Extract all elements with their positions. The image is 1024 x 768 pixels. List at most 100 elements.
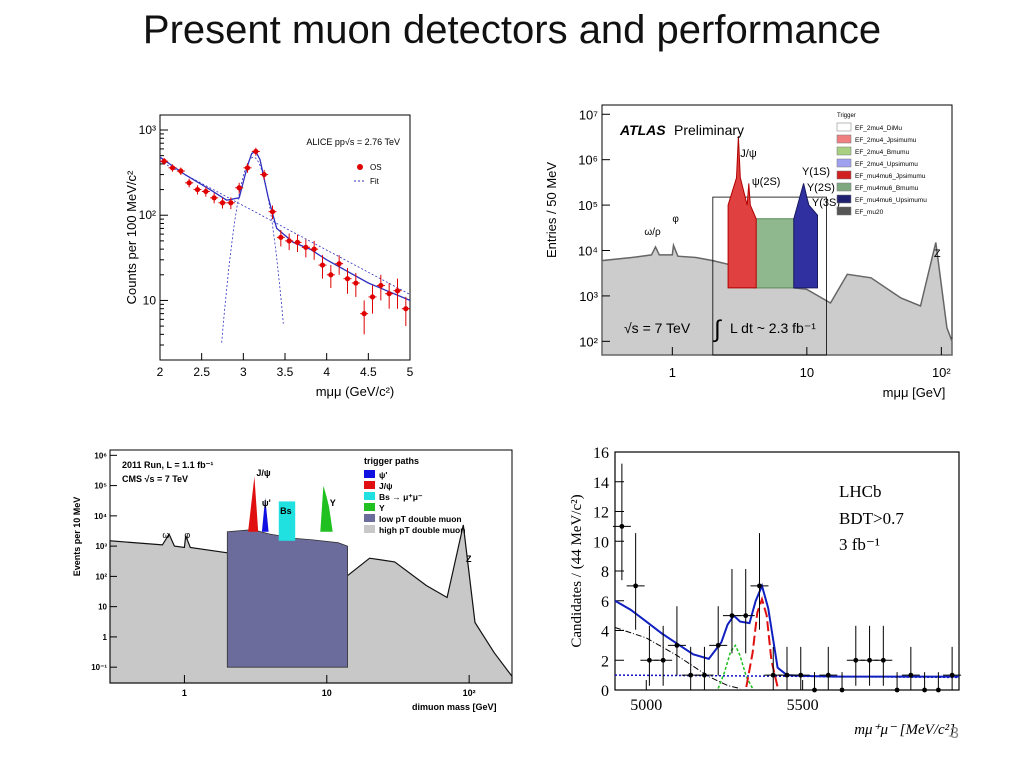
- cms-ytick-label: 1: [103, 633, 108, 642]
- atlas-legend-swatch: [836, 122, 852, 132]
- lhcb-ytick-label: 10: [593, 534, 609, 551]
- atlas-ann-jpsi: J/ψ: [740, 148, 757, 160]
- atlas-xtick-label: 10²: [932, 365, 951, 380]
- atlas-ann-energy: √s = 7 TeV: [624, 320, 691, 336]
- atlas-legend-swatch: [836, 146, 852, 156]
- lhcb-title: LHCb: [839, 482, 882, 501]
- lhcb-ytick-label: 0: [601, 683, 609, 700]
- alice-point: [328, 272, 334, 278]
- cms-lowpt-area: [226, 529, 349, 668]
- alice-point: [353, 280, 359, 286]
- cms-psiprime-area: [261, 497, 269, 532]
- alice-point: [244, 165, 251, 171]
- lhcb-point: [798, 672, 804, 678]
- atlas-ann-u1s: Υ(1S): [802, 166, 830, 178]
- alice-xtick-label: 5: [407, 365, 414, 379]
- cms-ytick-label: 10²: [95, 572, 107, 581]
- alice-point: [211, 195, 217, 201]
- atlas-xtick-label: 10: [800, 365, 814, 380]
- atlas-ann-omega: ω/ρ: [644, 227, 661, 238]
- lhcb-ann-lumi: 3 fb⁻¹: [839, 535, 880, 554]
- alice-xtick-label: 2.5: [193, 365, 210, 379]
- cms-xtick-label: 1: [182, 688, 187, 698]
- alice-legend-os-marker: [357, 164, 363, 170]
- alice-point: [286, 238, 292, 244]
- atlas-ann-z: Z: [934, 248, 941, 260]
- cms-xtick-label: 10: [322, 688, 332, 698]
- lhcb-point: [825, 672, 831, 678]
- lhcb-point: [935, 687, 941, 693]
- atlas-legend-label: EF_2mu4_DiMu: [855, 125, 902, 132]
- cms-legend-label: high pT double muon: [379, 525, 465, 535]
- lhcb-point: [922, 687, 927, 693]
- lhcb-point: [633, 583, 639, 589]
- lhcb-point: [715, 642, 721, 648]
- lhcb-point: [867, 657, 872, 663]
- cms-ytick-label: 10⁶: [94, 451, 107, 460]
- cms-bs-area: [278, 501, 296, 541]
- cms-ann-z: Z: [466, 554, 472, 564]
- lhcb-xtick-label: 5000: [630, 697, 662, 714]
- lhcb-point: [894, 687, 900, 693]
- atlas-ann-u2s: Υ(2S): [807, 182, 835, 194]
- alice-point: [253, 148, 259, 155]
- slide-title: Present muon detectors and performance: [142, 8, 882, 52]
- cms-ytick-label: 10⁵: [94, 482, 107, 491]
- cms-ytick-label: 10³: [95, 542, 107, 551]
- cms-ann-phi: φ: [184, 530, 190, 540]
- cms-plot: 1 10 10² 10⁻¹ 1 10 10² 10³ 10⁴ 10⁵ 10⁶ dimuon mass …: [72, 449, 513, 712]
- lhcb-ytick-label: 8: [601, 564, 609, 581]
- atlas-ylabel: Entries / 50 MeV: [544, 162, 559, 258]
- cms-xtick-label: 10²: [463, 688, 476, 698]
- lhcb-point: [880, 657, 886, 663]
- cms-jpsi-area: [248, 476, 259, 532]
- alice-point: [161, 158, 167, 164]
- atlas-ann-lumi: L dt ~ 2.3 fb⁻¹: [730, 320, 816, 336]
- atlas-legend-label: EF_mu4mu6_Jpsimumu: [855, 173, 926, 180]
- alice-point: [194, 186, 201, 193]
- cms-legend-swatch: [364, 470, 375, 478]
- alice-fit-line: [159, 150, 411, 301]
- lhcb-point: [812, 687, 817, 693]
- alice-legend-os-label: OS: [370, 163, 382, 172]
- alice-point: [169, 165, 176, 171]
- alice-fit-jpsi: [221, 156, 284, 343]
- atlas-title: ATLAS: [619, 122, 666, 138]
- cms-ytick-label: 10⁻¹: [91, 663, 107, 672]
- cms-title: 2011 Run, L = 1.1 fb⁻¹: [122, 460, 213, 470]
- atlas-legend-swatch: [836, 134, 852, 144]
- atlas-ytick-label: 10²: [579, 334, 598, 349]
- lhcb-point: [757, 583, 762, 589]
- atlas-ann-phi: φ: [672, 214, 679, 225]
- atlas-legend-swatch: [836, 182, 852, 192]
- lhcb-plot: 0 2 4 6 8 10 12 14 16 5000 5500 mμ⁺μ⁻ [MeV/c²] Candi…: [569, 445, 962, 738]
- atlas-legend-label: EF_mu4mu6_Bmumu: [855, 185, 919, 192]
- alice-ytick-label: 10³: [139, 123, 156, 137]
- lhcb-point: [743, 613, 749, 619]
- cms-ytick-label: 10: [98, 603, 107, 612]
- atlas-ann-psi2s: ψ(2S): [752, 176, 781, 188]
- cms-legend-swatch: [364, 514, 375, 522]
- alice-point: [369, 294, 376, 300]
- atlas-plot: 1 10 10² 10² 10³ 10⁴ 10⁵ 10⁶ 10⁷ mμμ [GeV] Entries…: [544, 104, 953, 400]
- lhcb-bs-signal: [745, 596, 779, 688]
- lhcb-point: [908, 672, 914, 678]
- cms-legend-swatch: [364, 481, 375, 489]
- atlas-xlabel: mμμ [GeV]: [883, 385, 946, 400]
- alice-frame: [159, 114, 411, 361]
- alice-point: [319, 262, 326, 268]
- cms-legend-label: J/ψ: [379, 481, 393, 491]
- alice-point: [311, 246, 317, 252]
- alice-point: [269, 209, 276, 215]
- alice-point: [403, 306, 409, 312]
- atlas-dimu-box: [712, 196, 827, 356]
- cms-legend-swatch: [364, 492, 375, 500]
- lhcb-point: [688, 672, 694, 678]
- lhcb-xtick-label: 5500: [787, 697, 819, 714]
- cms-ann-jpsi: J/ψ: [256, 468, 271, 478]
- alice-point: [203, 188, 209, 195]
- alice-xtick-label: 3.5: [277, 365, 294, 379]
- alice-point: [261, 171, 267, 178]
- lhcb-point: [949, 672, 955, 678]
- cms-upsilon-area: [320, 485, 333, 532]
